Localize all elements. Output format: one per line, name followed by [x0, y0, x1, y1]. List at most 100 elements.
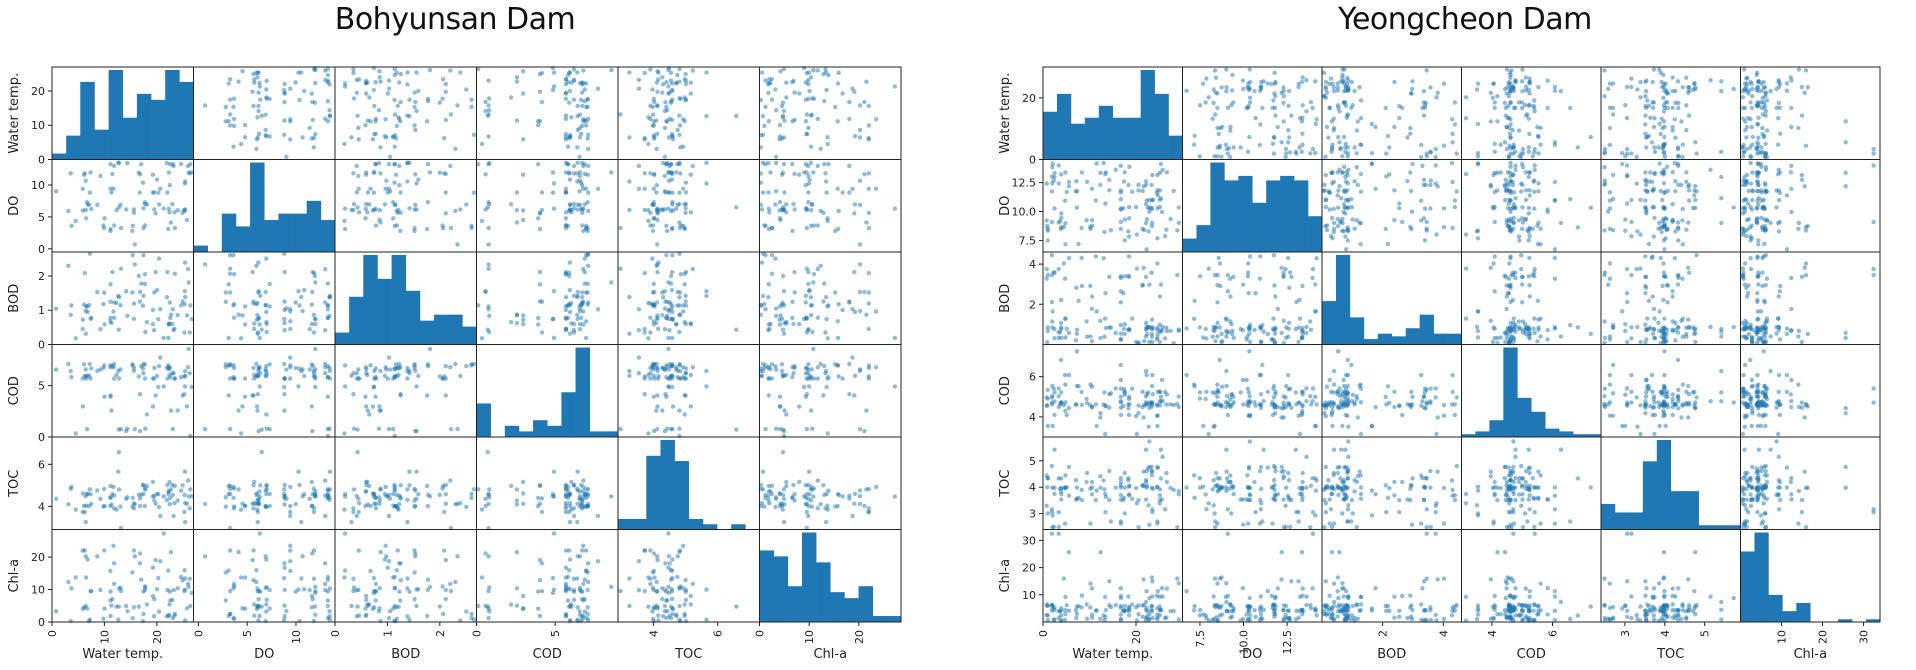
scatter-point: [1756, 135, 1761, 140]
x-tick-label: 20: [151, 630, 164, 644]
scatter-point: [651, 281, 656, 286]
scatter-point: [1686, 113, 1692, 118]
scatter-point: [1740, 326, 1746, 332]
scatter-point: [666, 531, 671, 536]
scatter-point: [824, 384, 829, 390]
scatter-point: [1164, 170, 1170, 175]
panel-BOD-vs-TOC: [617, 251, 760, 345]
scatter-point: [363, 365, 368, 370]
scatter-point: [1143, 320, 1149, 326]
scatter-point: [354, 614, 359, 619]
scatter-point: [365, 190, 371, 195]
scatter-point: [300, 554, 305, 559]
scatter-point: [1676, 182, 1681, 188]
scatter-point: [1098, 170, 1103, 175]
scatter-point: [1648, 115, 1653, 121]
scatter-point: [1283, 266, 1288, 272]
panel-BOD-vs-DO: [193, 251, 336, 345]
scatter-point: [479, 218, 485, 224]
scatter-point: [571, 163, 577, 169]
scatter-point: [682, 602, 687, 607]
scatter-point: [264, 329, 269, 335]
scatter-point: [323, 116, 328, 122]
scatter-point: [1428, 85, 1433, 90]
scatter-point: [683, 618, 689, 624]
scatter-point: [1658, 225, 1663, 231]
scatter-point: [1620, 309, 1625, 314]
scatter-point: [581, 598, 586, 603]
scatter-point: [1748, 154, 1753, 159]
scatter-point: [118, 504, 123, 509]
scatter-point: [172, 271, 178, 276]
scatter-point: [144, 602, 150, 607]
scatter-point: [661, 295, 666, 300]
scatter-point: [1308, 151, 1313, 156]
panel-BOD-vs-Chl-a: [1740, 251, 1881, 346]
scatter-point: [668, 615, 674, 621]
scatter-point: [1768, 220, 1773, 226]
scatter-point: [1646, 298, 1652, 303]
scatter-point: [1508, 327, 1513, 333]
scatter-point: [1684, 334, 1689, 339]
scatter-point: [108, 598, 113, 603]
scatter-point: [1506, 276, 1512, 281]
scatter-point: [567, 88, 573, 94]
scatter-point: [1680, 316, 1686, 321]
scatter-point: [1287, 150, 1293, 155]
scatter-point: [1385, 241, 1391, 247]
scatter-point: [354, 90, 359, 96]
scatter-point: [252, 479, 257, 485]
scatter-point: [158, 559, 163, 564]
scatter-point: [575, 617, 580, 622]
scatter-point: [256, 108, 261, 114]
scatter-point: [424, 393, 430, 398]
scatter-point: [668, 307, 674, 312]
scatter-point: [767, 210, 772, 215]
scatter-point: [156, 504, 162, 510]
scatter-point: [1408, 125, 1413, 131]
scatter-point: [847, 300, 852, 305]
scatter-point: [1657, 67, 1662, 72]
scatter-point: [88, 589, 93, 594]
scatter-point: [852, 491, 858, 497]
scatter-point: [778, 69, 783, 74]
scatter-point: [158, 307, 163, 312]
scatter-point: [762, 223, 767, 228]
scatter-point: [1755, 161, 1761, 166]
scatter-point: [1327, 81, 1332, 87]
scatter-point: [654, 408, 659, 413]
scatter-point: [642, 70, 647, 76]
scatter-point: [1213, 339, 1218, 344]
scatter-point: [111, 186, 116, 191]
scatter-point: [1490, 339, 1496, 345]
scatter-point: [392, 144, 397, 149]
scatter-point: [666, 67, 671, 73]
scatter-point: [1228, 128, 1233, 133]
scatter-point: [412, 123, 417, 128]
scatter-point: [1279, 330, 1284, 336]
scatter-point: [137, 561, 143, 566]
scatter-point: [156, 384, 161, 390]
scatter-point: [175, 208, 180, 213]
scatter-point: [508, 483, 514, 489]
scatter-point: [1203, 326, 1208, 332]
scatter-point: [760, 361, 766, 367]
y-tick-label: 0: [38, 154, 45, 167]
scatter-point: [1310, 266, 1316, 272]
scatter-point: [372, 103, 377, 109]
scatter-point: [675, 554, 680, 559]
scatter-point: [166, 206, 171, 211]
scatter-point: [1650, 79, 1655, 85]
scatter-point: [231, 303, 236, 308]
scatter-point: [618, 588, 623, 594]
panel-BOD-vs-TOC: [1600, 251, 1741, 346]
scatter-point: [351, 509, 356, 515]
scatter-point: [585, 281, 590, 286]
scatter-point: [118, 202, 123, 207]
scatter-point: [668, 273, 674, 279]
scatter-point: [111, 223, 117, 228]
scatter-point: [580, 290, 585, 295]
panel-frame: [476, 251, 619, 345]
scatter-point: [651, 186, 656, 191]
